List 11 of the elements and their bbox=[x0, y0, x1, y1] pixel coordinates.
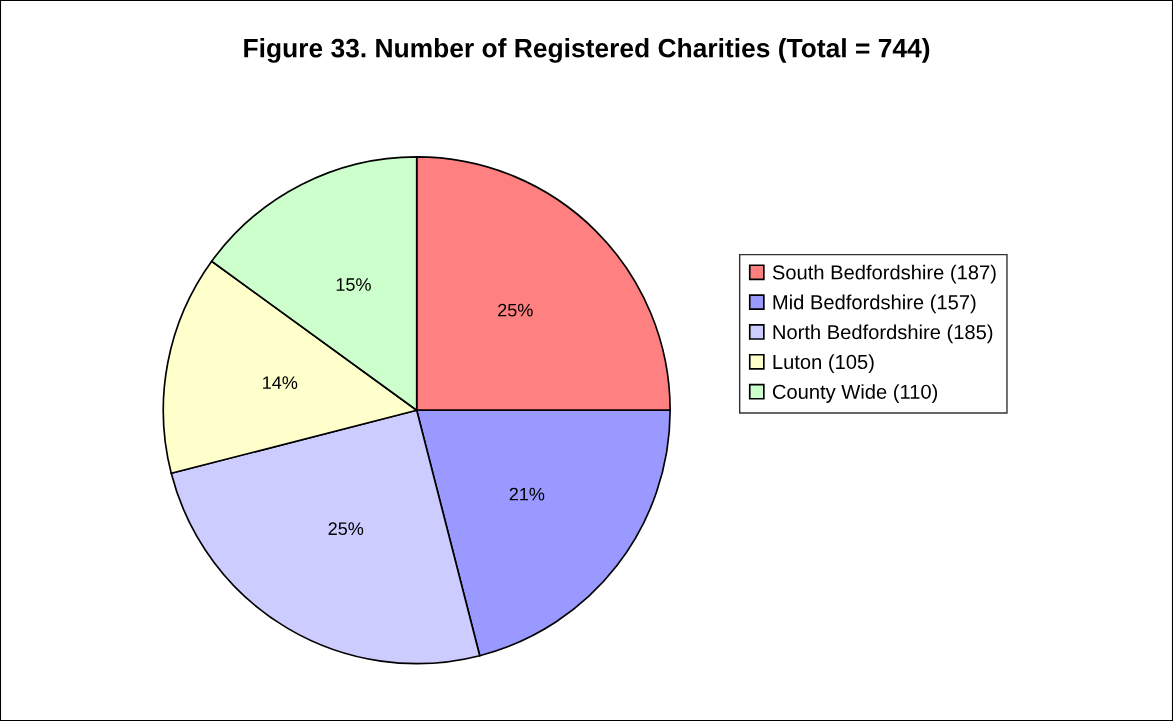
legend-label: Mid Bedfordshire (157) bbox=[773, 294, 976, 314]
legend-label: County Wide (110) bbox=[772, 384, 938, 403]
data-label: 21% bbox=[509, 487, 545, 501]
data-label: 15% bbox=[336, 278, 371, 291]
data-label: 14% bbox=[263, 376, 298, 389]
legend-label: North Bedfordshire (185) bbox=[773, 324, 993, 344]
data-label: 25% bbox=[328, 522, 364, 536]
data-label: 25% bbox=[498, 303, 533, 317]
legend-label: South Bedfordshire (187) bbox=[772, 264, 996, 284]
legend-label: Luton (105) bbox=[773, 354, 874, 374]
chart-title: Figure 33. Number of Registered Charities (Total = 744) bbox=[244, 38, 930, 63]
